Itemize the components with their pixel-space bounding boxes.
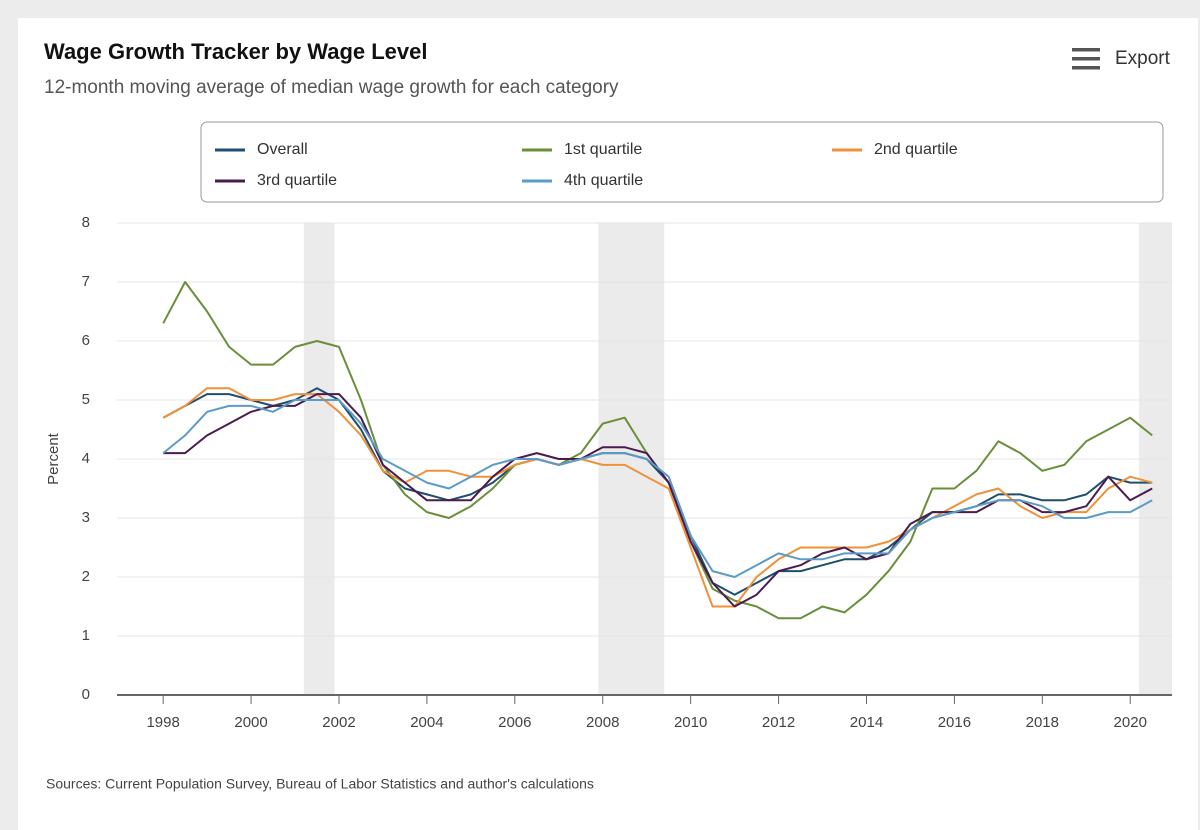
- x-tick-label: 2020: [1114, 714, 1147, 731]
- y-tick-label: 1: [82, 627, 90, 644]
- x-tick-label: 2012: [762, 714, 795, 731]
- x-tick-label: 2014: [850, 714, 883, 731]
- y-tick-label: 7: [82, 273, 90, 290]
- x-tick-label: 2004: [410, 714, 443, 731]
- export-label[interactable]: Export: [1115, 48, 1171, 69]
- y-tick-label: 3: [82, 509, 90, 526]
- menu-icon-bar: [1072, 57, 1100, 61]
- chart-title: Wage Growth Tracker by Wage Level: [44, 39, 428, 64]
- chart-subtitle: 12-month moving average of median wage g…: [44, 77, 619, 98]
- x-tick-label: 2002: [322, 714, 355, 731]
- legend-label: Overall: [257, 141, 308, 158]
- legend-label: 2nd quartile: [874, 141, 958, 158]
- y-axis-label: Percent: [45, 432, 62, 485]
- export-button[interactable]: Export: [1072, 48, 1171, 70]
- x-tick-label: 2010: [674, 714, 707, 731]
- y-tick-label: 5: [82, 391, 90, 408]
- y-tick-label: 8: [82, 214, 90, 231]
- series-line: [162, 399, 1153, 578]
- menu-icon-bar: [1072, 48, 1100, 52]
- x-tick-label: 2016: [938, 714, 971, 731]
- legend-label: 1st quartile: [564, 141, 642, 158]
- y-tick-label: 6: [82, 332, 90, 349]
- legend-label: 3rd quartile: [257, 172, 337, 189]
- series-line: [162, 387, 1153, 608]
- x-tick-label: 1998: [146, 714, 179, 731]
- legend-label: 4th quartile: [564, 172, 643, 189]
- x-tick-label: 2008: [586, 714, 619, 731]
- y-tick-label: 0: [82, 686, 90, 703]
- x-tick-label: 2000: [234, 714, 267, 731]
- x-tick-label: 2018: [1026, 714, 1059, 731]
- menu-icon-bar: [1072, 66, 1100, 70]
- source-note: Sources: Current Population Survey, Bure…: [46, 776, 594, 792]
- y-tick-label: 2: [82, 568, 90, 585]
- legend-box: [200, 121, 1164, 203]
- x-tick-label: 2006: [498, 714, 531, 731]
- y-tick-label: 4: [82, 450, 90, 467]
